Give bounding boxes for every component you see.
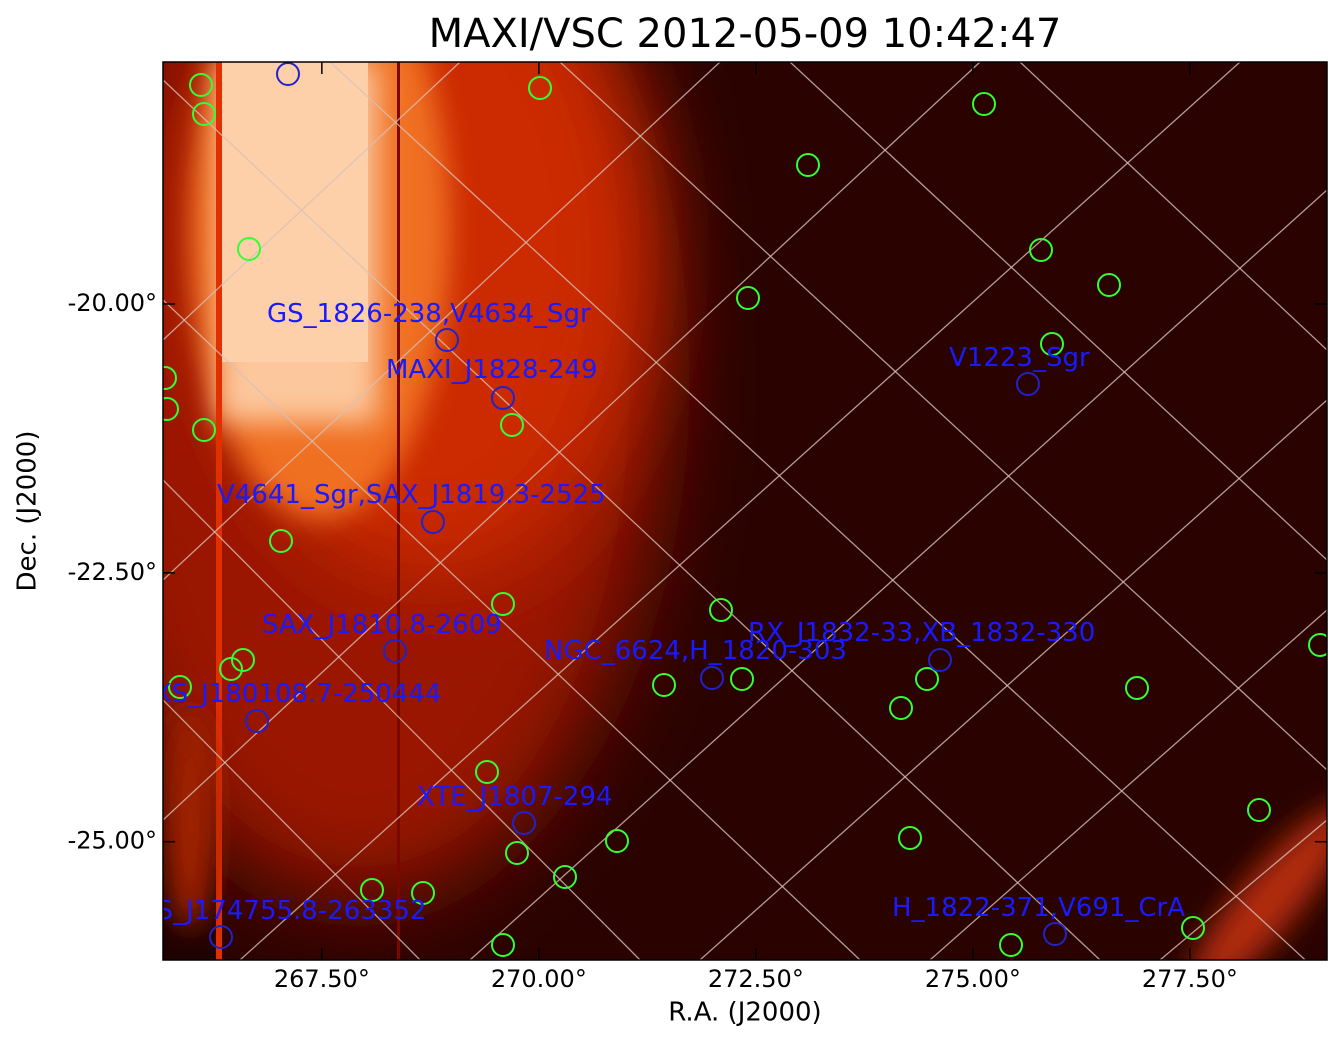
sky-grid xyxy=(163,62,1327,960)
plot-frame xyxy=(162,61,1328,961)
source-label: H_1822-371,V691_CrA xyxy=(892,893,1185,923)
source-label: MAXI_J1828-249 xyxy=(386,355,598,385)
source-label: V1223_Sgr xyxy=(949,343,1090,373)
y-tick-label: -20.00° xyxy=(68,289,157,317)
chart-title: MAXI/VSC 2012-05-09 10:42:47 xyxy=(429,11,1062,57)
source-label: GS_1826-238,V4634_Sgr xyxy=(267,299,591,329)
source-label: AXS_J174755.8-263352 xyxy=(121,896,426,926)
source-label: V4641_Sgr,SAX_J1819.3-2525 xyxy=(217,480,606,510)
source-label: NGC_6624,H_1820-303 xyxy=(544,636,847,666)
source-label: XTE_J1807-294 xyxy=(417,782,613,812)
sky-image: GS_1826-238,V4634_Sgr MAXI_J1828-249 V12… xyxy=(121,62,1327,960)
x-tick-label: 272.50° xyxy=(708,965,804,993)
source-label: AXS_J180108.7-250444 xyxy=(136,679,441,709)
source-label: SAX_J1810.8-2609 xyxy=(262,610,502,640)
x-axis-label: R.A. (J2000) xyxy=(668,998,821,1028)
y-tick-label: -22.50° xyxy=(68,558,157,586)
source-label: RX_J1832-33,XB_1832-330 xyxy=(748,618,1095,648)
x-tick-label: 277.50° xyxy=(1142,965,1238,993)
source-markers xyxy=(209,62,1067,949)
catalog-markers xyxy=(163,73,1327,957)
x-tick-label: 270.00° xyxy=(491,965,587,993)
y-tick-label: -25.00° xyxy=(68,827,157,855)
x-tick-label: 275.00° xyxy=(925,965,1021,993)
y-axis-label: Dec. (J2000) xyxy=(13,431,43,592)
x-tick-label: 267.50° xyxy=(274,965,370,993)
